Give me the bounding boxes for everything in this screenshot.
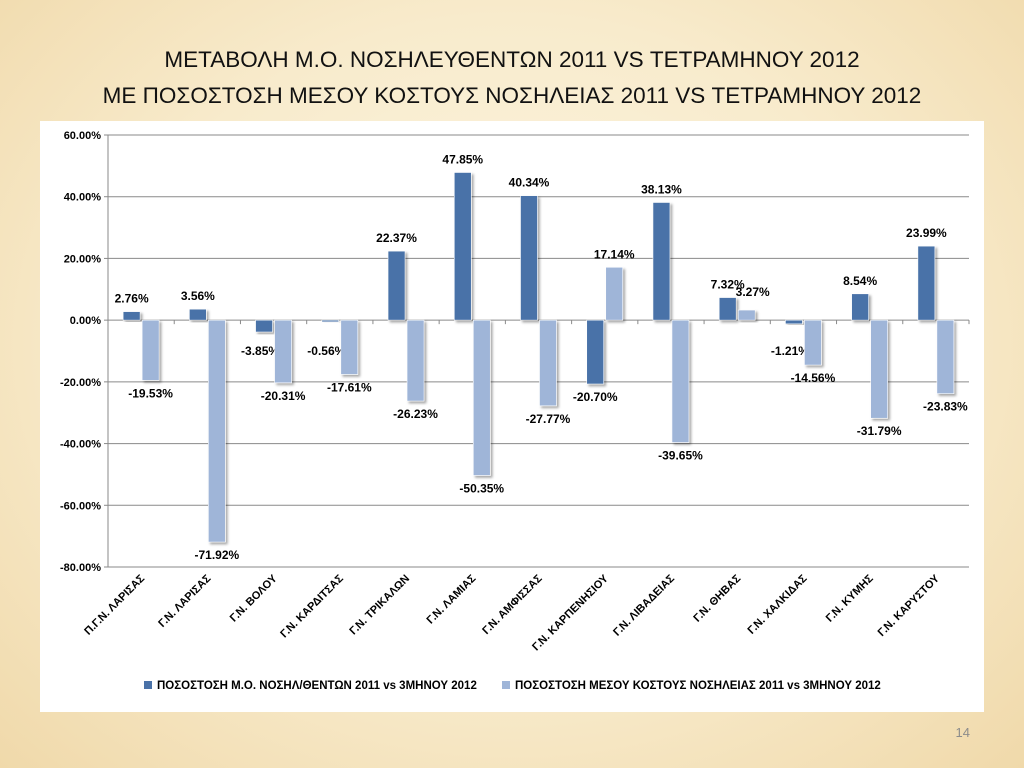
title-line-1: ΜΕΤΑΒΟΛΗ Μ.Ο. ΝΟΣΗΛΕΥΘΕΝΤΩΝ 2011 VS ΤΕΤΡ… [164, 47, 860, 72]
x-category-label: Π.Γ.Ν. ΛΑΡΙΣΑΣ [82, 572, 147, 637]
y-tick-label: 40.00% [64, 192, 102, 204]
x-category-label: Γ.Ν. ΚΑΡΔΙΤΣΑΣ [278, 572, 346, 640]
data-label: 8.54% [843, 274, 877, 288]
bar-s2-3 [340, 319, 359, 375]
data-label: -0.56% [307, 344, 345, 358]
data-label: 38.13% [641, 182, 682, 196]
x-category-label: Γ.Ν. ΤΡΙΚΑΛΩΝ [347, 573, 412, 638]
bar-s2-6 [539, 319, 557, 407]
bar-s2-0 [141, 319, 160, 381]
x-category-label: Γ.Ν. ΚΥΜΗΣ [824, 572, 876, 624]
y-tick-label: -20.00% [60, 377, 101, 389]
x-category-label: Γ.Ν. ΛΙΒΑΔΕΙΑΣ [611, 572, 677, 638]
bar-s2-5 [472, 319, 491, 476]
bar-s2-4 [406, 319, 425, 402]
data-label: -1.21% [771, 344, 809, 358]
data-label: -31.79% [857, 424, 902, 438]
x-category-label: Γ.Ν. ΒΟΛΟΥ [228, 572, 280, 624]
chart-area: 60.00% 40.00% 20.00% 0.00% -20.00% -40.00% -60… [40, 121, 984, 712]
bar-s1-7 [586, 319, 605, 385]
y-tick-label: 0.00% [70, 315, 101, 327]
bar-s1-10 [785, 319, 803, 325]
bar-s1-8 [652, 202, 671, 321]
bar-s2-9 [737, 309, 756, 321]
bar-s2-12 [936, 319, 955, 394]
bar-s1-12 [917, 245, 936, 321]
data-label: -17.61% [327, 380, 372, 394]
legend-swatch-series2 [502, 681, 510, 689]
data-label: -71.92% [194, 548, 239, 562]
data-label: 3.27% [736, 285, 770, 299]
x-category-label: Γ.Ν. ΘΗΒΑΣ [691, 572, 743, 624]
x-category-label: Γ.Ν. ΚΑΡΠΕΝΗΣΙΟΥ [530, 572, 611, 653]
data-label: -14.56% [791, 371, 836, 385]
bar-s1-3 [321, 319, 340, 323]
bar-s2-10 [804, 319, 822, 366]
x-category-label: Γ.Ν. ΛΑΜΙΑΣ [425, 572, 479, 626]
data-label: 3.56% [181, 289, 215, 303]
y-tick-label: -60.00% [60, 500, 101, 512]
bar-s2-8 [671, 319, 690, 443]
bar-s1-1 [189, 308, 207, 321]
bar-s1-11 [851, 293, 869, 321]
data-label: -27.77% [526, 412, 571, 426]
slide-number: 14 [955, 725, 970, 740]
data-label: -20.70% [573, 390, 618, 404]
slide-title: ΜΕΤΑΒΟΛΗ Μ.Ο. ΝΟΣΗΛΕΥΘΕΝΤΩΝ 2011 VS ΤΕΤΡ… [0, 42, 1024, 114]
y-tick-label: 20.00% [64, 253, 102, 265]
data-label: -19.53% [128, 386, 173, 400]
data-label: -3.85% [241, 344, 279, 358]
data-label: 7.32% [711, 278, 745, 292]
data-label: 23.99% [906, 226, 947, 240]
y-tick-label: 60.00% [64, 130, 102, 142]
bar-s1-2 [255, 319, 273, 333]
y-tick-label: -80.00% [60, 562, 101, 574]
title-line-2: ΜΕ ΠΟΣΟΣΤΟΣΗ ΜΕΣΟΥ ΚΟΣΤΟΥΣ ΝΟΣΗΛΕΙΑΣ 201… [102, 83, 922, 108]
data-label: -39.65% [658, 448, 703, 462]
x-category-label: Γ.Ν. ΧΑΛΚΙΔΑΣ [745, 572, 809, 636]
data-label: 22.37% [376, 231, 417, 245]
bar-s2-2 [274, 319, 292, 384]
x-category-label: Γ.Ν. ΛΑΡΙΣΑΣ [156, 572, 214, 630]
data-label: 2.76% [115, 292, 149, 306]
bar-s2-7 [605, 266, 624, 321]
x-category-label: Γ.Ν. ΑΜΦΙΣΣΑΣ [480, 572, 545, 637]
legend-label-series2: ΠΟΣΟΣΤΟΣΗ ΜΕΣΟΥ ΚΟΣΤΟΥΣ ΝΟΣΗΛΕΙΑΣ 2011 v… [515, 680, 881, 692]
bar-s2-11 [870, 319, 888, 419]
legend-label-series1: ΠΟΣΟΣΤΟΣΗ Μ.Ο. ΝΟΣΗΛ/ΘΕΝΤΩΝ 2011 vs 3ΜΗΝ… [157, 680, 477, 692]
legend-swatch-series1 [144, 681, 152, 689]
data-label: 47.85% [442, 152, 483, 166]
bar-s1-4 [387, 250, 406, 321]
data-label: -20.31% [261, 389, 306, 403]
bar-s2-1 [208, 319, 226, 543]
x-category-label: Γ.Ν. ΚΑΡΥΣΤΟΥ [876, 572, 943, 639]
y-tick-label: -40.00% [60, 439, 101, 451]
data-label: 40.34% [509, 176, 550, 190]
bar-s1-6 [520, 195, 538, 321]
data-label: -26.23% [393, 407, 438, 421]
data-label: -23.83% [923, 400, 968, 414]
data-label: -50.35% [459, 482, 504, 496]
data-label: 17.14% [594, 247, 635, 261]
bar-s1-0 [122, 311, 141, 321]
bar-s1-5 [453, 172, 472, 321]
bar-s1-9 [718, 297, 737, 321]
bar-chart: 60.00% 40.00% 20.00% 0.00% -20.00% -40.00% -60… [60, 130, 970, 692]
